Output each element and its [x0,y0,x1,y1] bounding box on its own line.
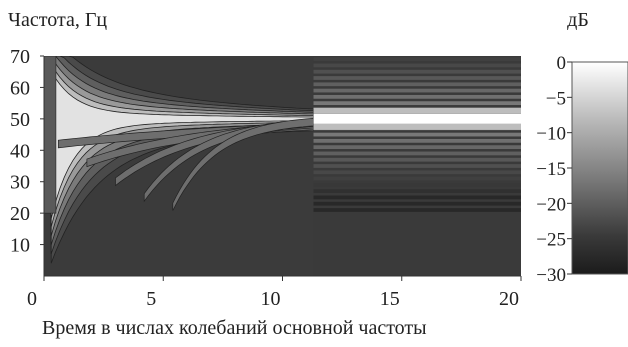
colorbar-tick-label: −15 [536,159,566,180]
colorbar: 0 −5 −10 −15 −20 −25 −30 [536,53,628,286]
colorbar-tick-label: −5 [546,88,566,109]
fundamental-halo-lower [313,123,521,130]
steady-state-stripe [313,170,521,175]
y-tick-label: 70 [10,46,30,68]
colorbar-tick-label: −20 [536,194,566,215]
steady-state-stripe [313,132,521,137]
colorbar-unit-label: дБ [567,9,589,31]
fundamental-halo-upper [313,107,521,114]
steady-state-stripe [313,101,521,106]
y-tick-label: 30 [10,172,30,194]
x-tick-label: 5 [146,288,156,310]
steady-state-stripe [313,145,521,150]
x-tick-label: 0 [27,288,37,310]
x-tick-label: 20 [499,288,519,310]
heatmap-layer [44,56,521,276]
steady-state-stripe [313,57,521,62]
steady-state-stripe [313,189,521,194]
onset-column [44,56,57,214]
steady-state-stripe [313,182,521,187]
colorbar-gradient [571,61,628,275]
steady-state-stripe [313,164,521,168]
colorbar-tick-label: −30 [536,265,566,286]
axes: 0 5 10 15 20 10 20 30 40 50 60 70 [10,46,522,310]
plot-area [44,56,521,276]
steady-state-stripe [313,157,521,162]
steady-state-stripe [313,195,521,200]
steady-state-stripe [313,76,521,80]
y-tick-label: 10 [10,235,30,257]
sidelobe-streak [172,117,314,211]
steady-state-stripe [313,63,521,68]
steady-state-stripe [313,88,521,93]
colorbar-tick-label: 0 [557,53,567,74]
x-tick-label: 10 [261,288,281,310]
steady-state-stripe [313,138,521,143]
colorbar-tick-label: −10 [536,124,566,145]
steady-state-stripe [313,151,521,156]
steady-state-stripe [313,82,521,87]
steady-state-stripe [313,201,521,206]
steady-state-stripe [313,69,521,74]
steady-state-stripes [313,56,521,276]
y-tick-label: 40 [10,140,30,162]
y-tick-label: 50 [10,109,30,131]
steady-state-stripe [313,208,521,212]
x-axis-label: Время в числах колебаний основной частот… [42,317,427,339]
colorbar-tick-label: −25 [536,230,566,251]
y-axis-label: Частота, Гц [8,9,107,31]
fundamental-band [313,113,521,124]
y-tick-label: 20 [10,203,30,225]
steady-state-stripe [313,176,521,181]
steady-state-stripe [313,94,521,99]
y-tick-label: 60 [10,77,30,99]
x-tick-label: 15 [380,288,400,310]
